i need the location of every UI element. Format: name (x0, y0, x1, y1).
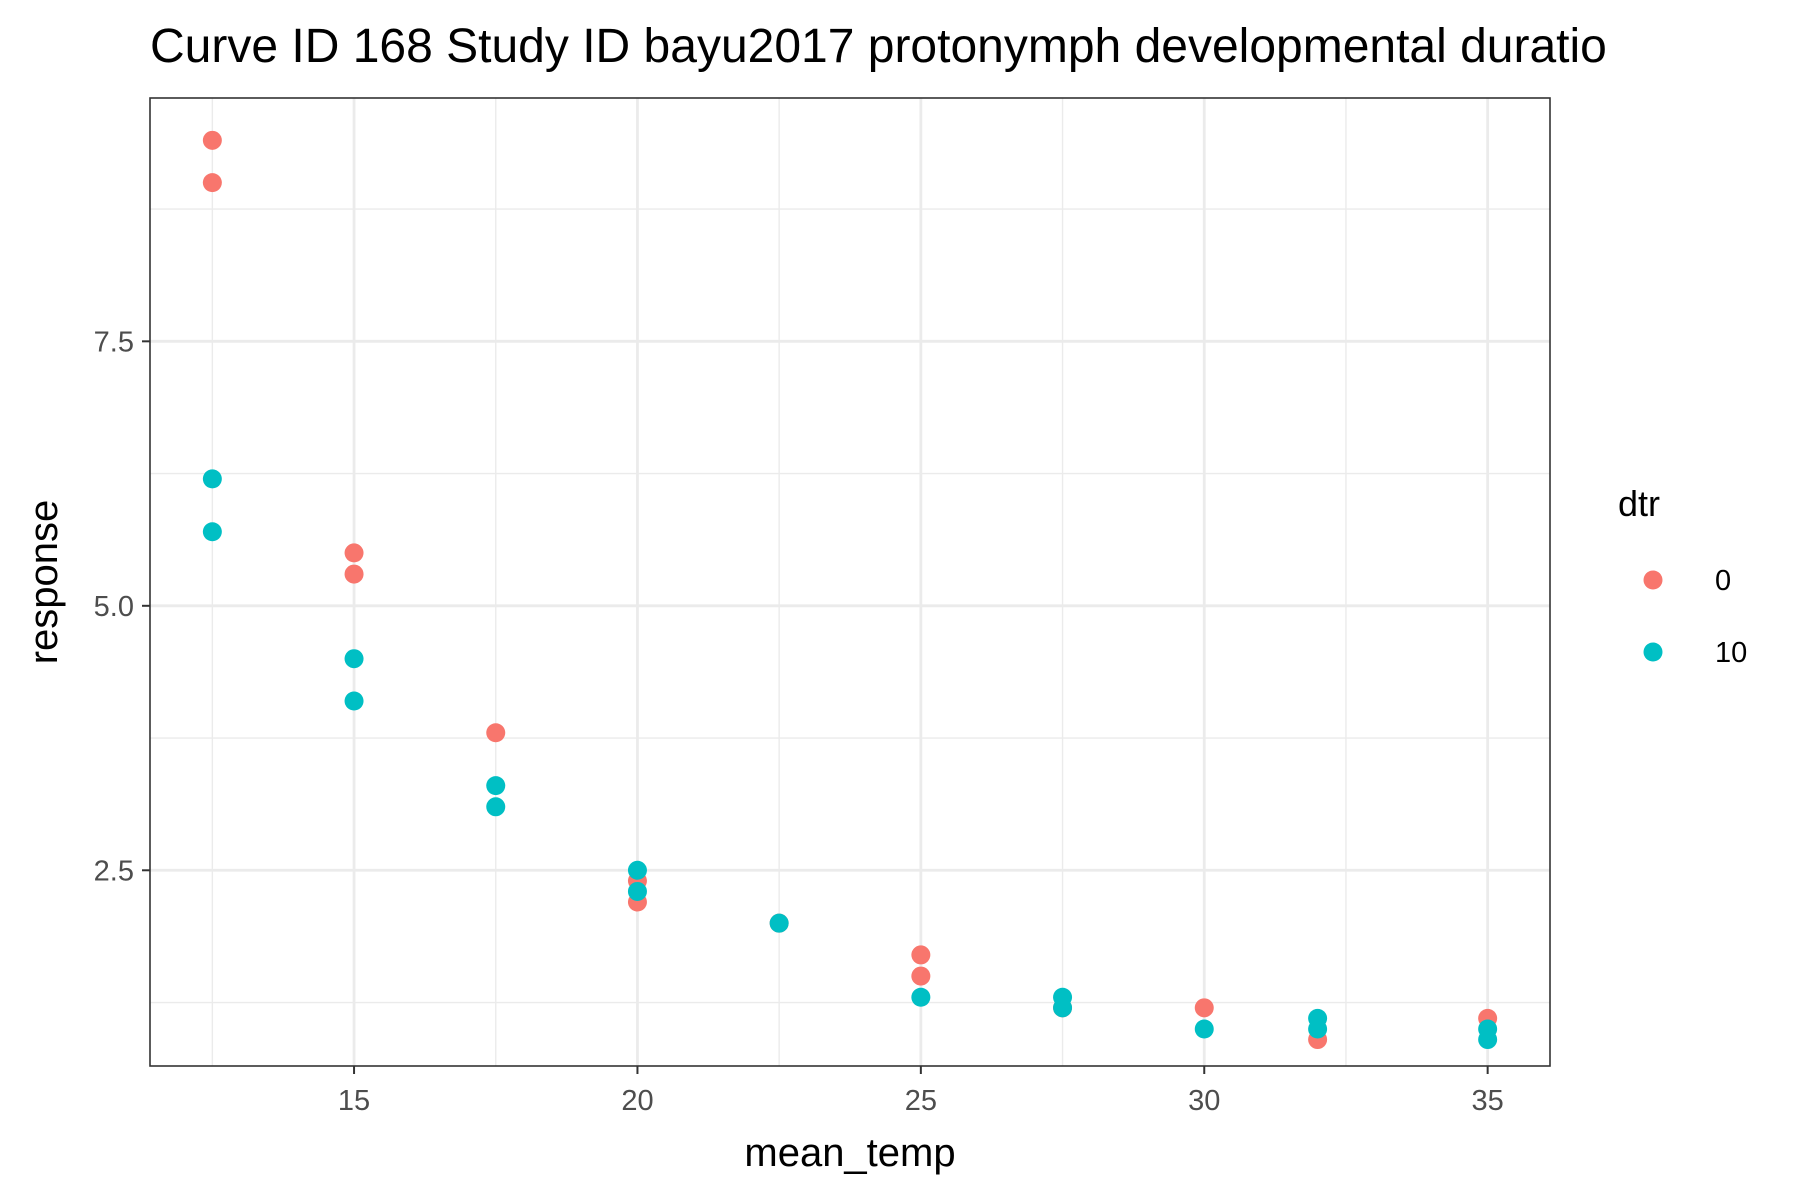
data-point-dtr-10 (1194, 1019, 1214, 1039)
y-axis: 2.5 5.0 7.5 (94, 326, 150, 887)
data-point-dtr-10 (627, 881, 647, 901)
x-axis-title: mean_temp (744, 1131, 955, 1175)
data-point-dtr-0 (344, 564, 364, 584)
data-point-dtr-0 (344, 543, 364, 563)
data-point-dtr-10 (202, 522, 222, 542)
data-point-dtr-0 (1194, 998, 1214, 1018)
data-points (202, 130, 1498, 1050)
legend-label-dtr-0: 0 (1715, 565, 1731, 597)
data-point-dtr-0 (486, 723, 506, 743)
data-point-dtr-0 (911, 966, 931, 986)
legend: dtr 0 10 (1618, 483, 1747, 669)
x-axis: 15 20 25 30 35 (338, 1066, 1504, 1117)
y-tick-label: 7.5 (94, 326, 134, 358)
legend-label-dtr-10: 10 (1715, 637, 1747, 669)
y-tick-label: 5.0 (94, 591, 134, 623)
x-tick-label: 20 (621, 1085, 653, 1117)
legend-items: 0 10 (1643, 565, 1747, 669)
data-point-dtr-10 (769, 913, 789, 933)
x-tick-label: 25 (905, 1085, 937, 1117)
data-point-dtr-10 (627, 860, 647, 880)
y-tick-label: 2.5 (94, 855, 134, 887)
data-point-dtr-10 (1053, 998, 1073, 1018)
data-point-dtr-10 (1478, 1030, 1498, 1050)
legend-title: dtr (1618, 483, 1660, 524)
legend-key-dtr-10 (1643, 642, 1663, 662)
panel-background (150, 98, 1550, 1066)
x-tick-label: 35 (1472, 1085, 1504, 1117)
x-tick-label: 30 (1188, 1085, 1220, 1117)
minor-gridlines (150, 98, 1550, 1066)
chart-title: Curve ID 168 Study ID bayu2017 protonymp… (150, 20, 1607, 73)
data-point-dtr-10 (344, 691, 364, 711)
data-point-dtr-0 (202, 130, 222, 150)
data-point-dtr-10 (486, 797, 506, 817)
data-point-dtr-0 (911, 945, 931, 965)
data-point-dtr-10 (911, 987, 931, 1007)
panel-border (149, 97, 1551, 1067)
data-point-dtr-10 (344, 649, 364, 669)
data-point-dtr-0 (202, 173, 222, 193)
plot-panel (149, 97, 1551, 1067)
data-point-dtr-10 (202, 469, 222, 489)
data-point-dtr-10 (1308, 1019, 1328, 1039)
y-axis-title: response (22, 500, 66, 665)
x-tick-label: 15 (338, 1085, 370, 1117)
data-point-dtr-10 (486, 776, 506, 796)
legend-key-dtr-0 (1643, 570, 1663, 590)
major-gridlines (150, 98, 1550, 1066)
